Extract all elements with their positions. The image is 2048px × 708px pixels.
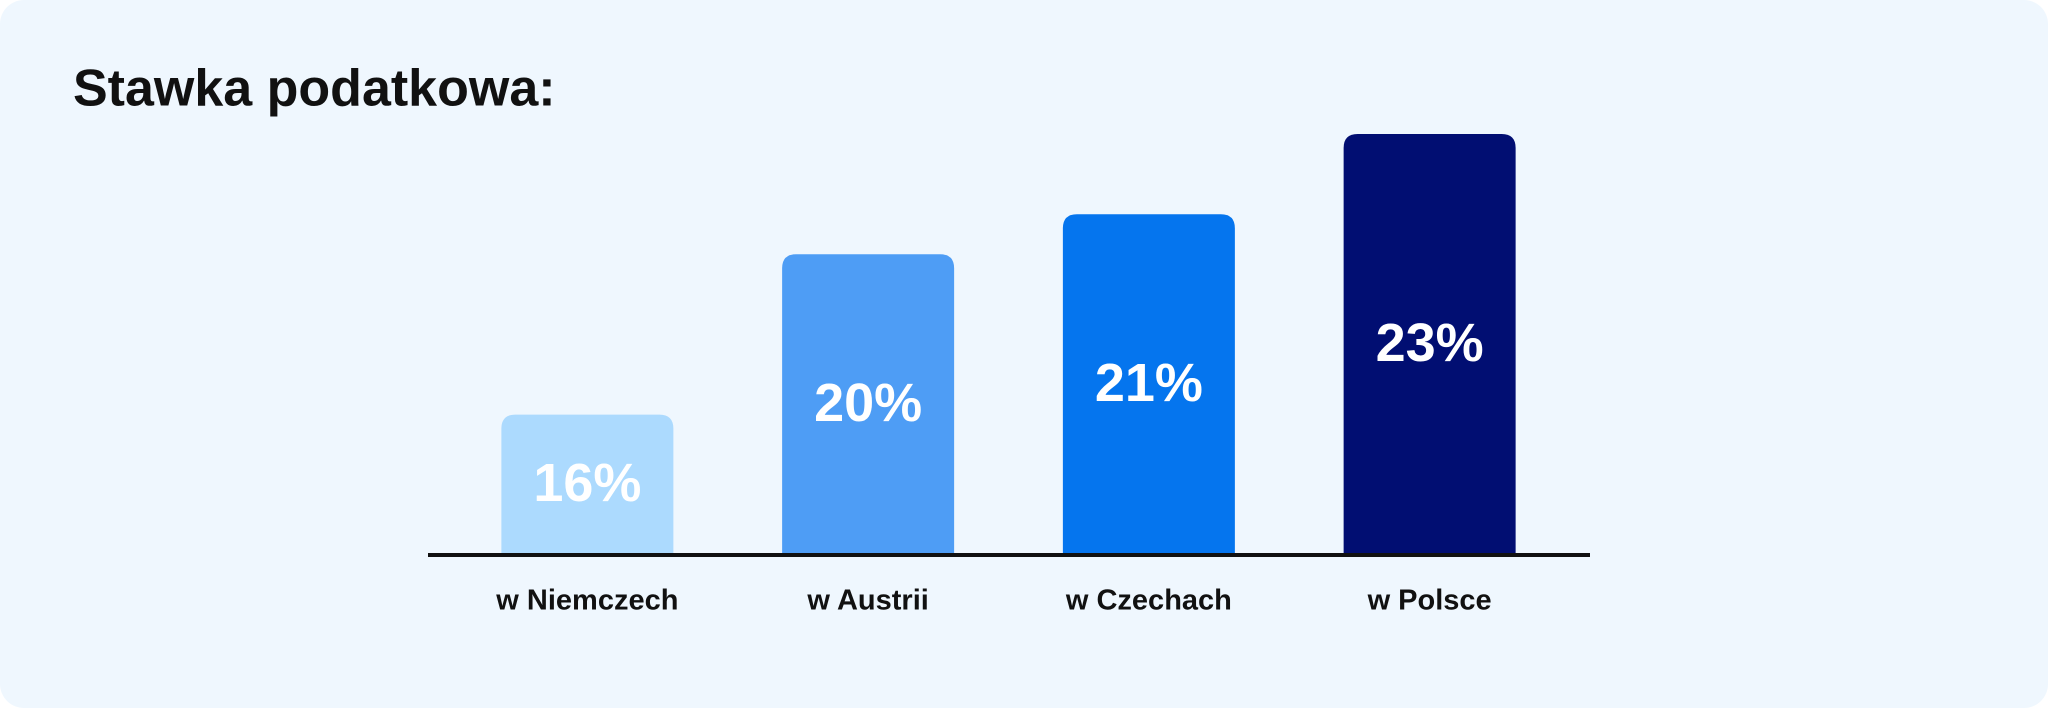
chart-title: Stawka podatkowa: [73, 60, 556, 118]
bar [782, 254, 955, 556]
bar [501, 414, 674, 555]
x-tick-label: w Czechach [1065, 585, 1232, 617]
value-label: 20% [814, 373, 922, 433]
value-label: 16% [533, 453, 641, 513]
bar [1062, 214, 1235, 555]
x-tick-label: w Polsce [1367, 585, 1492, 617]
x-tick-label: w Niemczech [495, 585, 678, 617]
bar [1343, 134, 1516, 555]
x-tick-label: w Austrii [806, 585, 928, 617]
value-label: 21% [1095, 353, 1203, 413]
value-label: 23% [1376, 313, 1484, 373]
